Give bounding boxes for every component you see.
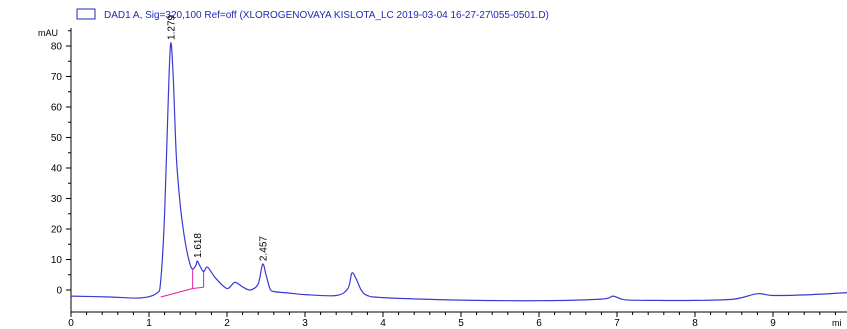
legend-swatch (76, 8, 96, 20)
y-tick-label: 0 (56, 286, 62, 297)
x-tick-label: 5 (458, 318, 464, 329)
x-tick-label: 3 (302, 318, 308, 329)
y-tick-label: 30 (51, 194, 63, 205)
legend-label: DAD1 A, Sig=320,100 Ref=off (XLOROGENOVA… (104, 10, 549, 21)
peak-label: 2.457 (259, 236, 270, 261)
integration-baselines (160, 268, 205, 298)
y-ticks: 0 10 20 30 40 50 60 70 80 (51, 30, 71, 297)
x-tick-label: 8 (692, 318, 698, 329)
y-tick-label: 80 (51, 42, 63, 53)
signal-trace (70, 42, 847, 302)
integration-baseline (160, 287, 193, 298)
y-axis-unit: mAU (38, 28, 58, 38)
peak-label: 1.618 (193, 233, 204, 258)
y-tick-label: 20 (51, 225, 63, 236)
x-tick-label: 2 (224, 318, 230, 329)
y-tick-label: 10 (51, 255, 63, 266)
x-tick-label: 9 (770, 318, 776, 329)
x-axis-unit: mi (832, 318, 842, 328)
x-tick-label: 0 (68, 318, 74, 329)
y-tick-label: 70 (51, 72, 63, 83)
y-tick-label: 50 (51, 133, 63, 144)
x-tick-label: 6 (536, 318, 542, 329)
y-tick-label: 40 (51, 164, 63, 175)
x-tick-label: 7 (614, 318, 620, 329)
peak-label: 1.279 (167, 14, 178, 39)
legend: DAD1 A, Sig=320,100 Ref=off (XLOROGENOVA… (76, 8, 549, 21)
x-tick-label: 1 (146, 318, 152, 329)
x-tick-label: 4 (380, 318, 386, 329)
peak-labels: 1.279 1.618 2.457 (167, 14, 270, 261)
integration-baseline (192, 286, 204, 289)
x-ticks: 0 1 2 3 4 5 6 7 8 9 (68, 312, 836, 329)
y-tick-label: 60 (51, 103, 63, 114)
